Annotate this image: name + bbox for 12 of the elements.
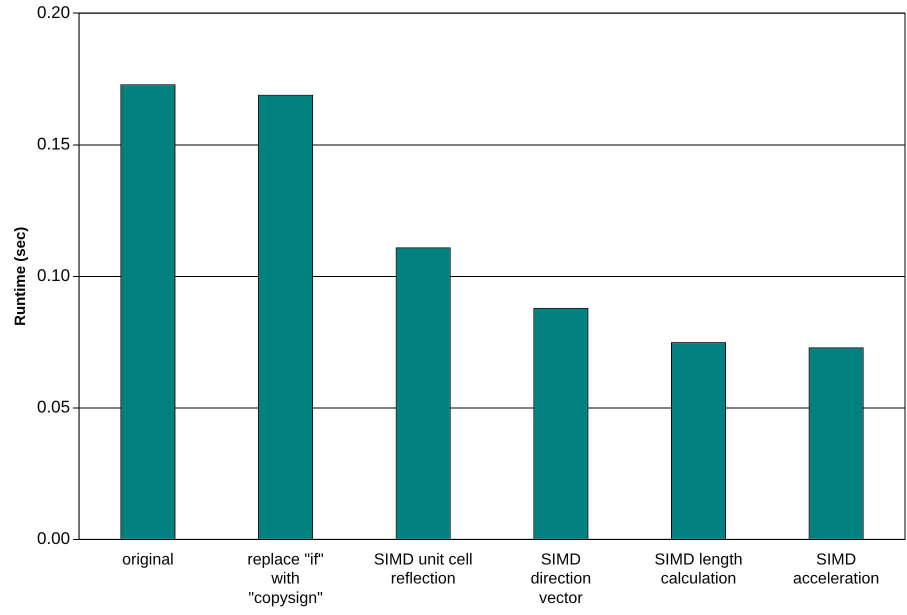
y-axis-title: Runtime (sec) [12,226,30,326]
y-tick-label: 0.20 [36,2,70,22]
y-tick-label: 0.15 [36,134,70,154]
y-tick-label: 0.00 [36,529,70,548]
y-tick-label: 0.05 [36,398,70,417]
x-tick-label: SIMD unit cell reflection [374,551,473,588]
x-tick-label: replace "if" with "copysign" [247,551,324,607]
x-tick-label: SIMD acceleration [793,551,880,588]
x-tick-label: SIMD direction vector [530,551,592,607]
x-tick-label: SIMD length calculation [654,551,743,588]
y-tick-label: 0.10 [36,266,70,285]
x-tick-label: original [122,551,174,568]
